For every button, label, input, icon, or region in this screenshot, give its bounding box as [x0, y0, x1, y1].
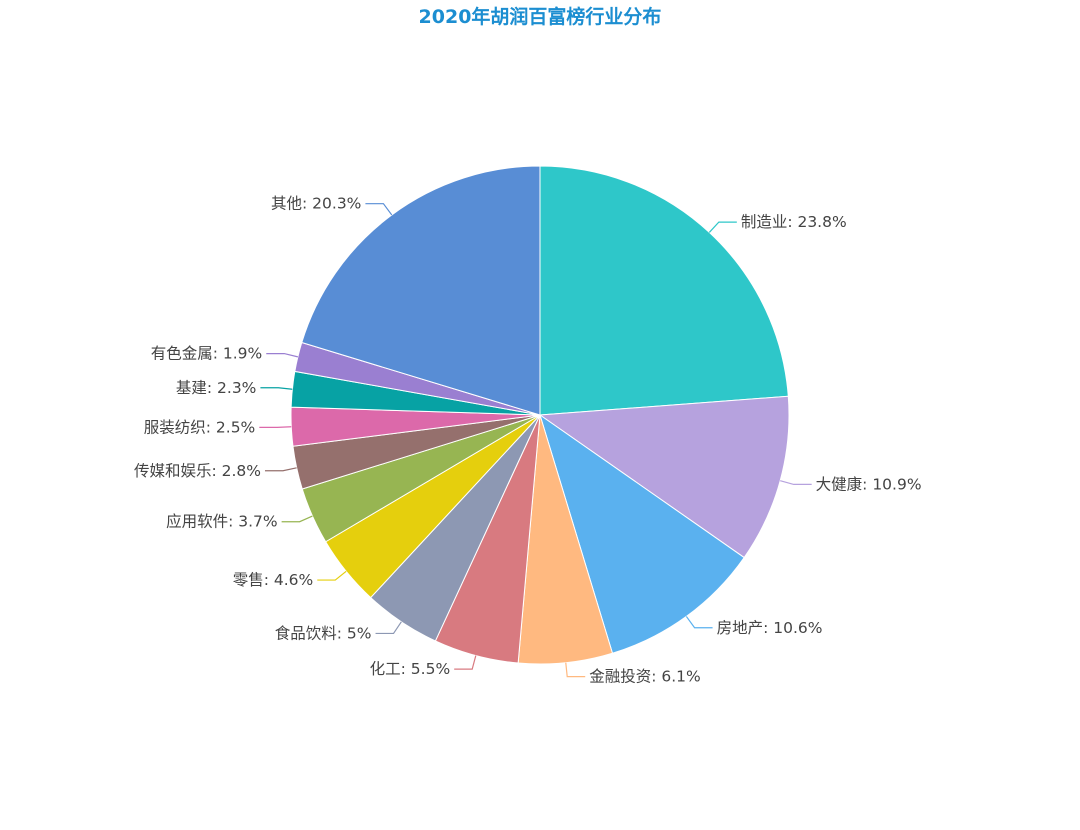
label-lines [259, 203, 812, 678]
label-line-11 [266, 353, 299, 358]
label-line-0 [708, 221, 737, 233]
label-line-12 [365, 203, 393, 216]
label-line-5 [375, 621, 402, 635]
label-line-2 [685, 616, 713, 629]
label-line-9 [259, 426, 292, 428]
slice-label-6: 零售: 4.6% [233, 571, 314, 589]
slice-label-9: 服装纺织: 2.5% [144, 418, 256, 436]
pie-slice-1[interactable] [538, 395, 790, 559]
slice-label-3: 金融投资: 6.1% [589, 668, 701, 686]
slice-label-7: 应用软件: 3.7% [166, 512, 278, 531]
pie-slice-12[interactable] [301, 165, 541, 416]
slice-label-2: 房地产: 10.6% [717, 619, 823, 637]
pie-slice-0[interactable] [539, 165, 789, 416]
label-line-8 [264, 467, 297, 472]
pie-slice-2[interactable] [539, 413, 745, 654]
slice-label-10: 基建: 2.3% [176, 379, 257, 397]
slice-label-4: 化工: 5.5% [370, 660, 451, 678]
slice-labels: 制造业: 23.8% 大健康: 10.9% 房地产: 10.6% 金融投资: 6.1%… [134, 195, 922, 686]
pie-slices [290, 165, 790, 665]
slice-label-11: 有色金属: 1.9% [151, 345, 263, 363]
slice-label-1: 大健康: 10.9% [816, 475, 922, 493]
label-line-6 [317, 570, 347, 581]
label-line-1 [780, 480, 812, 485]
label-line-10 [260, 387, 293, 390]
label-line-4 [454, 655, 477, 670]
slice-label-8: 传媒和娱乐: 2.8% [134, 462, 261, 480]
chart-title: 2020年胡润百富榜行业分布 [418, 6, 662, 28]
slice-label-0: 制造业: 23.8% [741, 213, 847, 231]
label-line-7 [281, 515, 313, 523]
slice-label-12: 其他: 20.3% [271, 195, 361, 213]
label-line-3 [565, 662, 586, 678]
slice-label-5: 食品饮料: 5% [275, 624, 372, 642]
